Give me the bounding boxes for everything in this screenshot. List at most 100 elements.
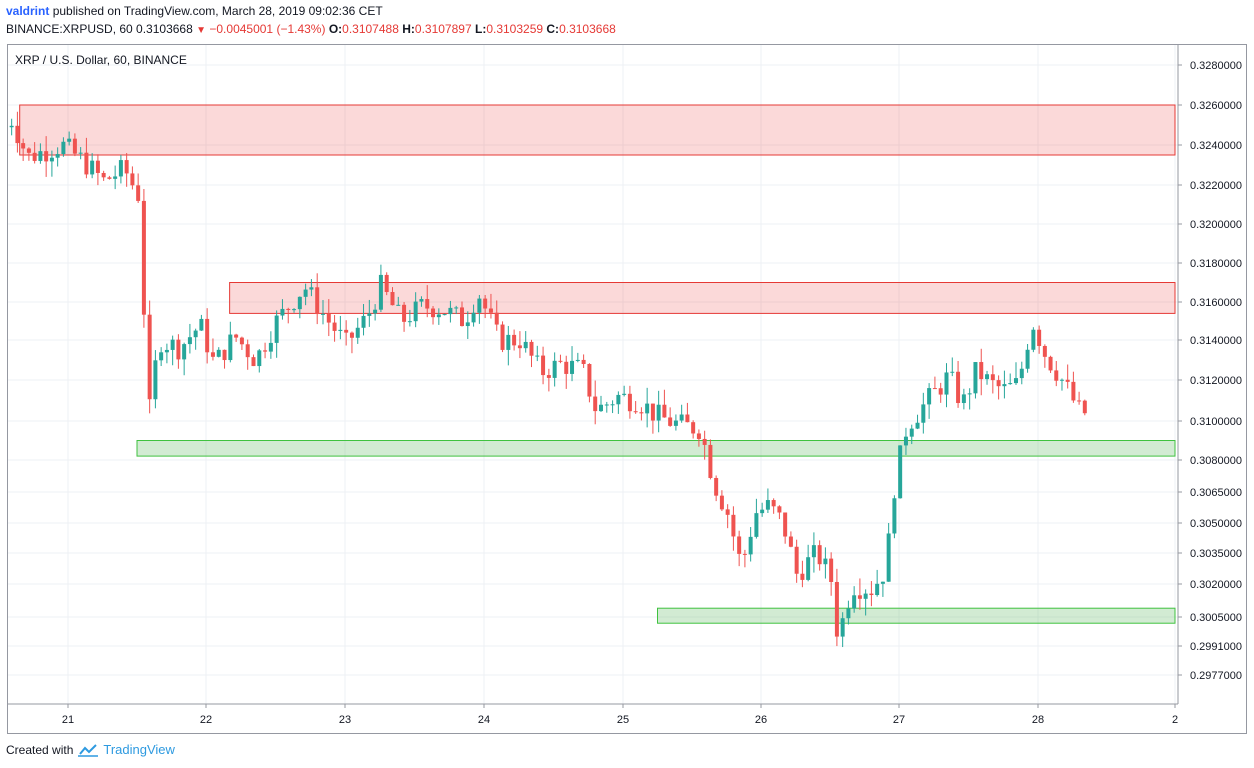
candle-body-156 — [903, 436, 908, 446]
candle-175 — [1013, 362, 1018, 385]
candle-144 — [834, 568, 839, 647]
candle-152 — [880, 581, 885, 597]
candle-150 — [869, 581, 874, 607]
tradingview-cloud-icon — [78, 743, 99, 757]
candle-body-143 — [829, 558, 834, 582]
candle-body-65 — [378, 274, 383, 310]
y-tick-label: 0.3140000 — [1190, 335, 1242, 347]
y-tick-label: 0.3065000 — [1190, 487, 1242, 499]
candle-body-169 — [979, 362, 984, 380]
candle-92 — [535, 345, 540, 362]
candle-body-76 — [442, 314, 447, 316]
candle-body-180 — [1042, 345, 1047, 357]
candle-162 — [938, 382, 943, 403]
candle-body-21 — [124, 160, 129, 174]
candle-body-14 — [84, 152, 89, 175]
candle-body-74 — [431, 308, 436, 318]
candle-53 — [309, 279, 314, 297]
candle-body-17 — [101, 172, 106, 178]
candle-body-140 — [811, 545, 816, 558]
axes: 0.3280000 0.3260000 0.3240000 0.3220000 0.32… — [7, 44, 1247, 734]
candle-158 — [915, 414, 920, 430]
candle-38 — [222, 349, 227, 369]
candle-body-158 — [915, 422, 920, 429]
y-tick-label: 0.3020000 — [1190, 579, 1242, 591]
candle-80 — [465, 311, 470, 339]
candle-60 — [349, 331, 354, 354]
candle-body-55 — [320, 313, 325, 315]
support-zone-2 — [136, 440, 1176, 457]
candle-181 — [1048, 355, 1053, 374]
candle-body-170 — [985, 374, 990, 380]
candle-129 — [748, 527, 753, 562]
candle-body-81 — [471, 312, 476, 323]
candle-body-45 — [263, 350, 268, 352]
candle-7 — [44, 136, 49, 177]
tradingview-brand[interactable]: TradingView — [103, 742, 175, 757]
candle-96 — [558, 354, 563, 364]
candle-103 — [598, 395, 603, 412]
y-tick-label: 0.3240000 — [1190, 140, 1242, 152]
candle-174 — [1008, 373, 1013, 385]
candle-body-135 — [783, 512, 788, 537]
candle-body-160 — [927, 388, 932, 405]
high-label: H: — [402, 22, 415, 36]
candle-46 — [268, 331, 273, 359]
candle-body-185 — [1071, 381, 1076, 401]
candle-body-141 — [817, 545, 822, 565]
published-text: published on TradingView.com, March 28, … — [52, 4, 383, 18]
candle-body-161 — [932, 388, 937, 390]
candle-184 — [1065, 364, 1070, 389]
candle-110 — [639, 407, 644, 421]
candle-body-79 — [459, 307, 464, 327]
candle-147 — [852, 586, 857, 613]
candle-body-51 — [297, 296, 302, 310]
grid — [7, 44, 1178, 704]
candle-body-33 — [193, 330, 198, 338]
candle-156 — [903, 427, 908, 455]
candle-24 — [141, 188, 146, 328]
candle-body-88 — [512, 334, 517, 346]
candle-61 — [355, 317, 360, 344]
candle-117 — [679, 404, 684, 423]
candle-body-148 — [857, 595, 862, 599]
candle-124 — [719, 490, 724, 512]
candle-body-54 — [315, 287, 320, 315]
candle-107 — [622, 385, 627, 397]
candle-55 — [320, 300, 325, 325]
candle-body-16 — [95, 160, 100, 173]
chart-background — [7, 44, 1247, 734]
candle-171 — [990, 365, 995, 394]
candle-36 — [210, 338, 215, 361]
candle-99 — [575, 352, 580, 363]
candle-16 — [95, 154, 100, 186]
y-tick-label: 0.3080000 — [1190, 455, 1242, 467]
candle-body-12 — [72, 138, 77, 154]
candle-11 — [67, 131, 72, 146]
y-tick-label: 0.3160000 — [1190, 297, 1242, 309]
candle-body-9 — [55, 154, 60, 158]
candle-body-39 — [228, 334, 233, 361]
candle-67 — [390, 287, 395, 306]
candle-body-104 — [604, 404, 609, 406]
author-link[interactable]: valdrint — [6, 4, 50, 18]
candle-body-155 — [898, 445, 903, 499]
candle-body-100 — [581, 359, 586, 365]
candle-body-95 — [552, 360, 557, 378]
candle-58 — [338, 315, 343, 340]
candle-body-165 — [956, 371, 961, 404]
candle-body-86 — [500, 324, 505, 350]
candle-body-24 — [141, 200, 146, 315]
resistance-zone-0 — [19, 104, 1176, 156]
candle-19 — [113, 165, 118, 190]
candle-body-29 — [170, 339, 175, 350]
price-chart[interactable]: 0.3280000 0.3260000 0.3240000 0.3220000 0.32… — [7, 44, 1247, 734]
candle-136 — [788, 531, 793, 548]
y-tick-label: 0.3100000 — [1190, 416, 1242, 428]
candle-body-36 — [210, 352, 215, 357]
candle-163 — [944, 363, 949, 408]
y-tick-label: 0.3220000 — [1190, 180, 1242, 192]
candle-54 — [315, 273, 320, 325]
candle-57 — [332, 315, 337, 342]
candle-body-132 — [765, 500, 770, 510]
